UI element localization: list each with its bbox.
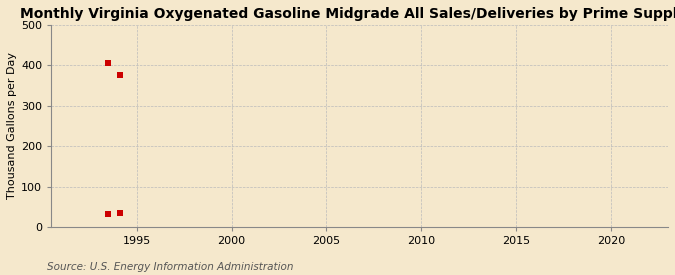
Y-axis label: Thousand Gallons per Day: Thousand Gallons per Day xyxy=(7,53,17,199)
Point xyxy=(114,73,125,78)
Point xyxy=(114,211,125,215)
Point xyxy=(103,211,113,216)
Text: Source: U.S. Energy Information Administration: Source: U.S. Energy Information Administ… xyxy=(47,262,294,272)
Point xyxy=(103,61,113,65)
Title: Monthly Virginia Oxygenated Gasoline Midgrade All Sales/Deliveries by Prime Supp: Monthly Virginia Oxygenated Gasoline Mid… xyxy=(20,7,675,21)
